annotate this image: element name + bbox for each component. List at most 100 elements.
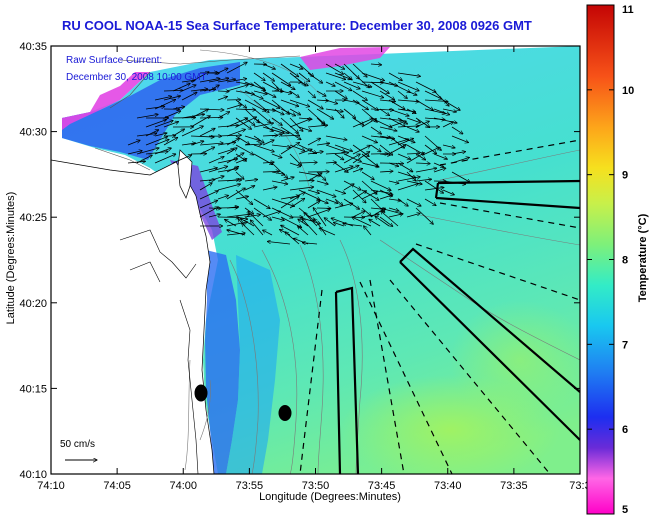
current-vector	[280, 196, 299, 209]
current-vector	[451, 171, 470, 182]
current-vector	[172, 129, 185, 137]
station-marker	[194, 384, 208, 402]
y-tick-label: 40:25	[19, 212, 47, 224]
current-vector	[352, 90, 367, 100]
current-vector	[361, 72, 385, 81]
current-vector	[397, 72, 420, 76]
current-vector	[298, 118, 312, 119]
current-vector	[280, 117, 298, 133]
current-vectors	[127, 62, 470, 245]
current-vector	[199, 191, 218, 200]
current-vector	[451, 126, 463, 134]
current-vector	[190, 109, 208, 119]
current-vector	[325, 63, 343, 74]
current-vector	[244, 117, 255, 125]
current-vector	[307, 72, 323, 83]
current-vector	[226, 138, 240, 146]
current-vector	[406, 153, 420, 154]
current-vector	[271, 108, 284, 115]
current-vector	[314, 219, 327, 236]
map-title: RU COOL NOAA-15 Sea Surface Temperature:…	[62, 18, 532, 33]
current-vector	[442, 122, 453, 128]
current-vector	[253, 135, 264, 143]
current-vector	[172, 155, 192, 164]
current-vector	[289, 192, 305, 200]
current-vector	[370, 81, 389, 94]
sst-magenta-fringe-east	[300, 47, 390, 70]
current-vector	[397, 183, 419, 191]
current-vector	[208, 166, 228, 173]
current-vector	[271, 198, 295, 206]
current-vector	[361, 99, 378, 110]
current-vector	[199, 183, 212, 191]
current-vector	[262, 126, 284, 133]
overlay-line1: Raw Surface Current:	[66, 55, 162, 66]
current-vector	[433, 168, 446, 173]
current-vector	[442, 99, 460, 110]
current-vector	[379, 207, 402, 214]
current-vector	[397, 138, 414, 146]
current-vector	[289, 162, 301, 167]
y-axis-label: Latitude (Degrees:Minutes)	[5, 191, 17, 325]
current-vector	[226, 214, 250, 218]
current-vector	[172, 83, 190, 92]
current-vector	[334, 166, 353, 173]
current-vector	[227, 230, 246, 236]
current-vector	[285, 232, 300, 245]
current-vector	[352, 99, 368, 110]
current-vector	[397, 100, 419, 102]
current-vector	[442, 144, 455, 148]
current-vector	[136, 155, 152, 164]
current-vector	[325, 135, 347, 140]
current-vector	[145, 130, 159, 137]
current-vector	[145, 137, 168, 146]
x-tick-label: 74:00	[169, 480, 197, 492]
current-vector	[235, 99, 247, 108]
station-marker	[278, 405, 292, 421]
x-tick-label: 73:55	[236, 480, 264, 492]
current-vector	[199, 128, 215, 137]
current-vector	[262, 72, 275, 81]
current-vector	[361, 191, 378, 200]
current-vector	[154, 133, 167, 137]
current-vector	[226, 79, 247, 83]
current-vector	[316, 198, 328, 203]
current-vector	[226, 62, 247, 74]
x-tick-label: 74:05	[103, 480, 131, 492]
current-vector	[181, 85, 196, 92]
current-vector	[325, 153, 349, 154]
colorbar-tick-label: 10	[622, 85, 634, 97]
y-axis-ticks: 40:35 40:30 40:25 40:20 40:15 40:10	[19, 41, 580, 481]
current-vector	[397, 171, 416, 178]
current-vector	[217, 184, 241, 191]
y-tick-label: 40:15	[19, 383, 47, 395]
current-vector	[352, 81, 372, 87]
current-vector	[263, 230, 273, 236]
current-vector	[406, 108, 416, 114]
current-vector	[388, 199, 401, 201]
current-vector	[424, 147, 439, 155]
current-vector	[424, 144, 437, 154]
current-vector	[280, 177, 294, 182]
current-vector	[217, 79, 236, 83]
current-vector	[190, 89, 208, 92]
current-vector	[244, 144, 262, 145]
current-vector	[280, 81, 295, 90]
x-axis-ticks: 74:10 74:05 74:00 73:55 73:50 73:45 73:40 73:35…	[37, 46, 591, 492]
current-vector	[253, 207, 272, 220]
current-vector	[388, 181, 399, 183]
current-vector	[145, 120, 166, 128]
current-vector	[253, 123, 274, 128]
current-vector	[208, 85, 219, 92]
current-vector	[253, 99, 269, 112]
current-vector	[271, 153, 282, 158]
current-vector	[415, 163, 430, 164]
current-vector	[235, 144, 254, 155]
current-vector	[370, 117, 392, 128]
current-vector	[406, 171, 416, 181]
current-vector	[352, 211, 365, 218]
x-tick-label: 73:45	[368, 480, 396, 492]
current-vector	[442, 108, 456, 112]
current-vector	[370, 109, 394, 110]
